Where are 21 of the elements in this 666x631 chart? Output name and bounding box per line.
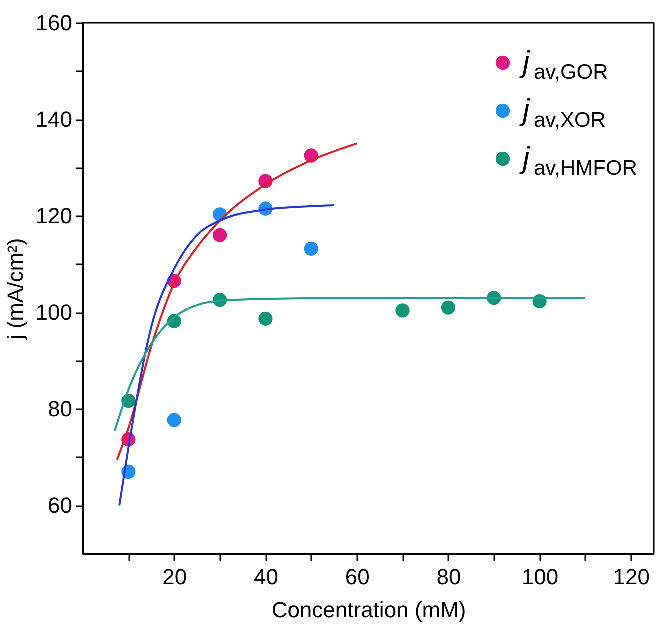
y-tick-label: 120 bbox=[36, 204, 72, 229]
x-tick-label: 120 bbox=[613, 564, 650, 590]
x-axis-title: Concentration (mM) bbox=[272, 598, 466, 622]
line-series bbox=[116, 142, 358, 461]
point bbox=[167, 413, 182, 428]
x-tick-label: 60 bbox=[345, 564, 370, 590]
point bbox=[441, 300, 456, 315]
x-tick-label: 100 bbox=[522, 564, 559, 590]
x-tick-label: 80 bbox=[436, 564, 462, 590]
point bbox=[258, 312, 273, 326]
y-tick-label: 140 bbox=[36, 107, 72, 132]
y-tick-label: 80 bbox=[48, 396, 72, 422]
x-tick-label: 40 bbox=[254, 564, 278, 590]
y-tick-label: 160 bbox=[36, 10, 72, 36]
y-axis-title: j (mA/cm²) bbox=[2, 238, 28, 341]
y-tick-label: 60 bbox=[48, 493, 72, 518]
x-tick-label: 20 bbox=[162, 564, 188, 590]
point bbox=[212, 228, 228, 242]
point bbox=[304, 242, 318, 256]
y-tick-label: 100 bbox=[36, 300, 72, 326]
point bbox=[396, 304, 410, 318]
